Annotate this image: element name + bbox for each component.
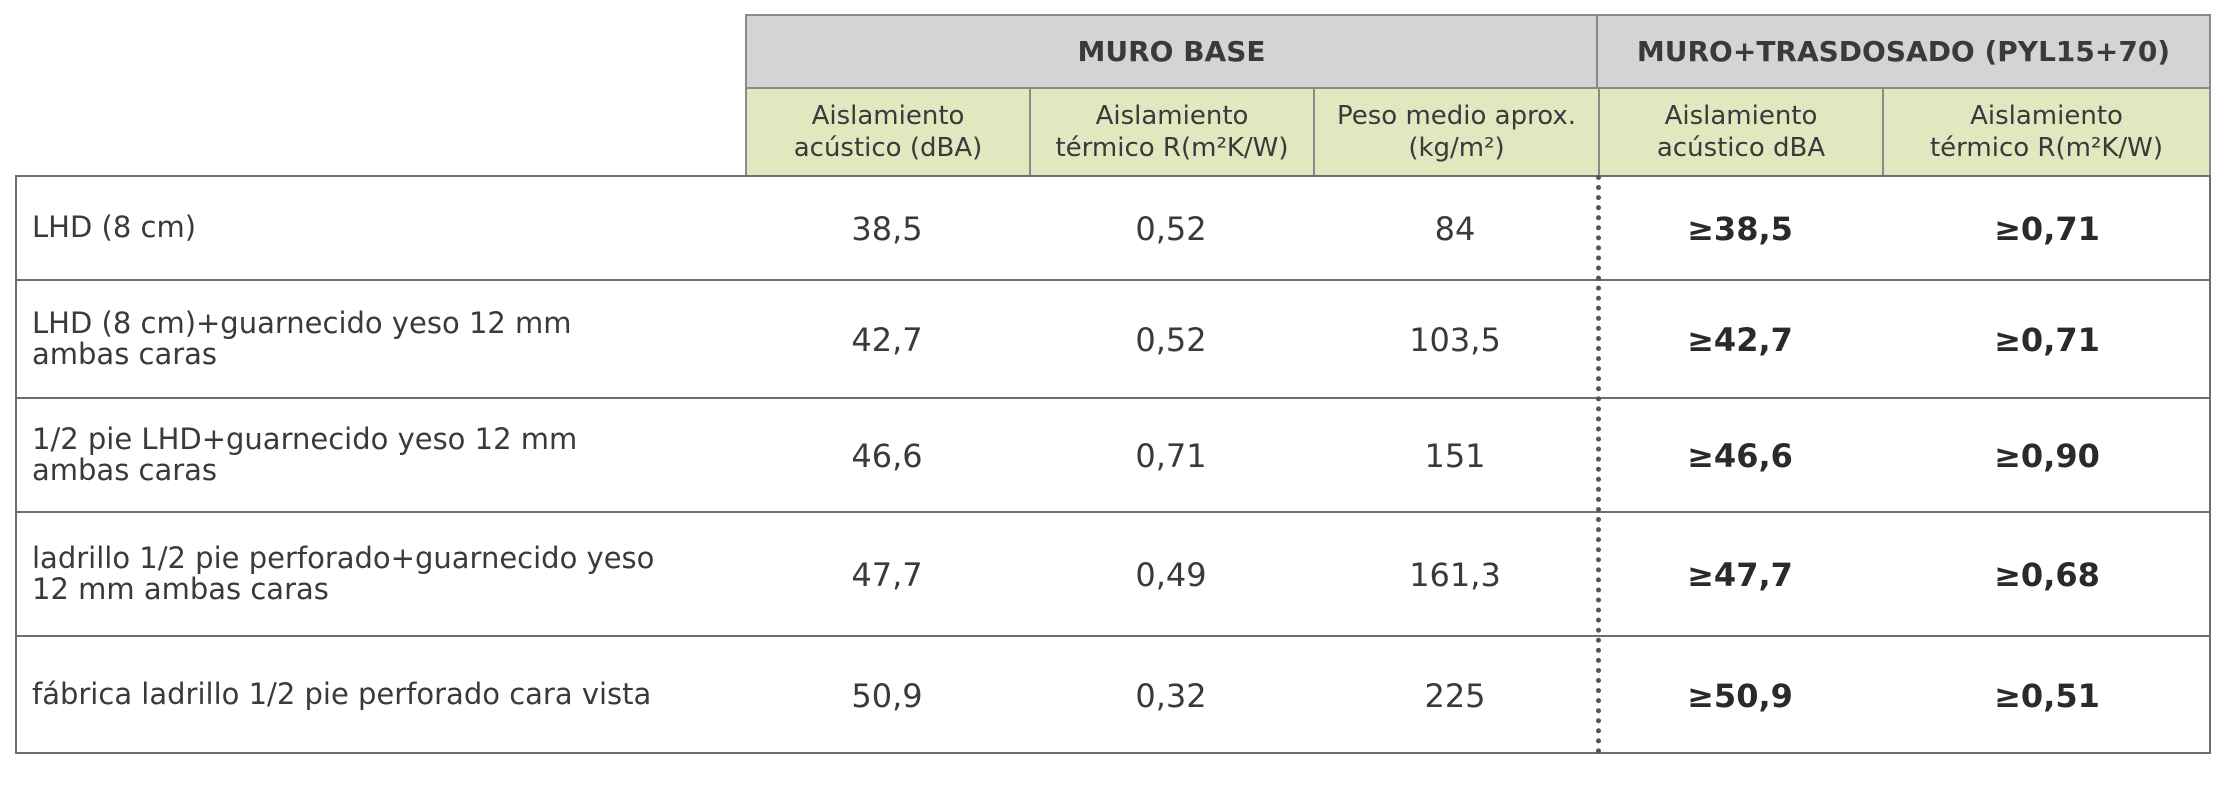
column-header-label: Peso medio aprox. (kg/m²) bbox=[1336, 101, 1576, 163]
cell-tras-termico: ≥0,90 bbox=[1994, 437, 2100, 475]
cell-peso: 151 bbox=[1424, 437, 1486, 475]
row-label: fábrica ladrillo 1/2 pie perforado cara … bbox=[32, 677, 652, 711]
row-divider bbox=[15, 279, 2211, 281]
cell-termico: 0,52 bbox=[1135, 210, 1207, 248]
row-label: LHD (8 cm)+guarnecido yeso 12 mm ambas c… bbox=[32, 306, 572, 371]
column-header-acustico: Aislamiento acústico (dBA) bbox=[745, 87, 1029, 175]
cell-tras-acustico: ≥47,7 bbox=[1687, 556, 1793, 594]
cell-termico: 0,32 bbox=[1135, 677, 1207, 715]
cell-tras-acustico: ≥38,5 bbox=[1687, 210, 1793, 248]
row-label: LHD (8 cm) bbox=[32, 210, 197, 244]
dotted-column-divider bbox=[1596, 175, 1601, 754]
group-header-label: MURO+TRASDOSADO (PYL15+70) bbox=[1636, 35, 2171, 68]
column-header-peso: Peso medio aprox. (kg/m²) bbox=[1313, 87, 1598, 175]
cell-peso: 225 bbox=[1424, 677, 1486, 715]
cell-acustico: 46,6 bbox=[851, 437, 923, 475]
cell-tras-termico: ≥0,71 bbox=[1994, 210, 2100, 248]
cell-peso: 103,5 bbox=[1409, 321, 1501, 359]
cell-tras-termico: ≥0,71 bbox=[1994, 321, 2100, 359]
column-header-label: Aislamiento acústico dBA bbox=[1656, 101, 1826, 163]
column-header-label: Aislamiento térmico R(m²K/W) bbox=[1055, 101, 1289, 163]
row-divider bbox=[15, 511, 2211, 513]
cell-termico: 0,49 bbox=[1135, 556, 1207, 594]
group-header-label: MURO BASE bbox=[1077, 35, 1266, 68]
data-table-body bbox=[15, 175, 2211, 754]
column-header-tras-acustico: Aislamiento acústico dBA bbox=[1598, 87, 1882, 175]
column-header-tras-termico: Aislamiento térmico R(m²K/W) bbox=[1882, 87, 2211, 175]
cell-tras-acustico: ≥42,7 bbox=[1687, 321, 1793, 359]
cell-acustico: 42,7 bbox=[851, 321, 923, 359]
column-header-label: Aislamiento térmico R(m²K/W) bbox=[1929, 101, 2164, 163]
cell-tras-termico: ≥0,51 bbox=[1994, 677, 2100, 715]
cell-tras-acustico: ≥46,6 bbox=[1687, 437, 1793, 475]
row-divider bbox=[15, 635, 2211, 637]
cell-termico: 0,71 bbox=[1135, 437, 1207, 475]
column-header-termico: Aislamiento térmico R(m²K/W) bbox=[1029, 87, 1313, 175]
row-label: ladrillo 1/2 pie perforado+guarnecido ye… bbox=[32, 541, 655, 606]
row-label: 1/2 pie LHD+guarnecido yeso 12 mm ambas … bbox=[32, 422, 578, 487]
cell-peso: 161,3 bbox=[1409, 556, 1501, 594]
group-header-muro-trasdosado: MURO+TRASDOSADO (PYL15+70) bbox=[1598, 14, 2211, 87]
column-header-label: Aislamiento acústico (dBA) bbox=[793, 101, 983, 163]
row-divider bbox=[15, 397, 2211, 399]
group-header-muro-base: MURO BASE bbox=[745, 14, 1598, 87]
cell-acustico: 50,9 bbox=[851, 677, 923, 715]
cell-acustico: 38,5 bbox=[851, 210, 923, 248]
cell-tras-termico: ≥0,68 bbox=[1994, 556, 2100, 594]
cell-acustico: 47,7 bbox=[851, 556, 923, 594]
cell-peso: 84 bbox=[1434, 210, 1476, 248]
cell-tras-acustico: ≥50,9 bbox=[1687, 677, 1793, 715]
cell-termico: 0,52 bbox=[1135, 321, 1207, 359]
